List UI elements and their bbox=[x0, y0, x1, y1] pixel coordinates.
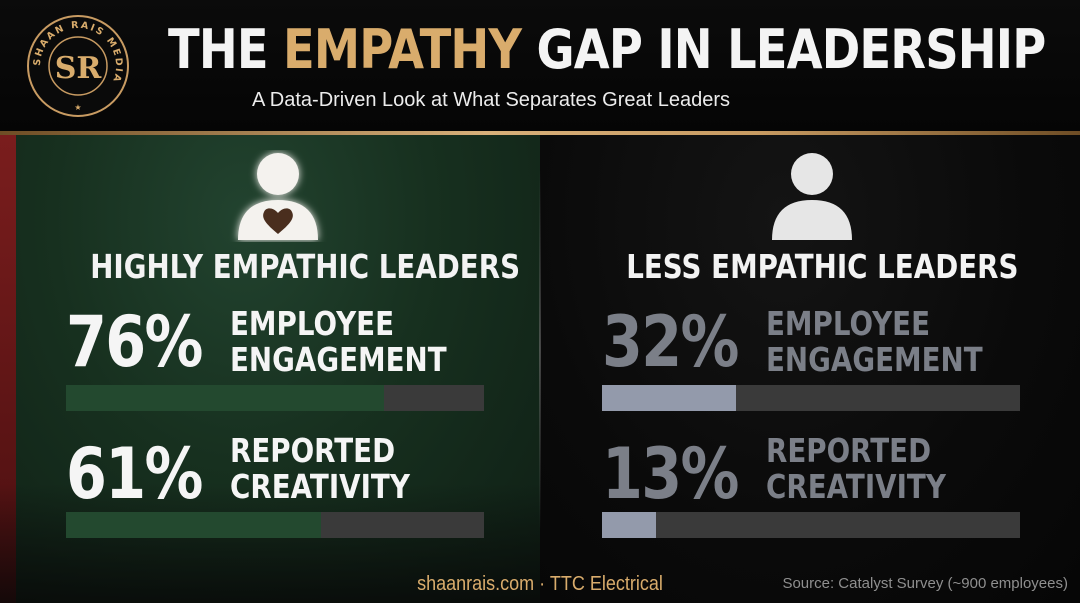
data-label-engagement: 32% bbox=[602, 301, 739, 383]
chart-title: LESS EMPATHIC LEADERS bbox=[626, 247, 1019, 286]
panel-divider bbox=[539, 170, 541, 530]
footer-credit: shaanrais.com · TTC Electrical bbox=[417, 573, 663, 595]
category-label-creativity: REPORTED CREATIVITY bbox=[766, 431, 946, 506]
data-label-engagement: 76% bbox=[66, 301, 203, 383]
bar-creativity bbox=[66, 512, 321, 538]
person-icon bbox=[762, 150, 862, 242]
data-label-creativity: 61% bbox=[66, 433, 203, 515]
title-suffix: GAP IN LEADERSHIP bbox=[521, 18, 1047, 81]
bar-track-creativity bbox=[602, 512, 1020, 538]
page-subtitle: A Data-Driven Look at What Separates Gre… bbox=[252, 89, 731, 111]
title-prefix: THE bbox=[168, 18, 283, 81]
category-label-engagement: EMPLOYEE ENGAGEMENT bbox=[766, 304, 983, 379]
header bbox=[0, 0, 1080, 131]
bar-track-engagement bbox=[602, 385, 1020, 411]
gold-divider bbox=[0, 131, 1080, 135]
svg-text:★: ★ bbox=[74, 103, 81, 112]
data-label-creativity: 13% bbox=[602, 433, 739, 515]
page-title: THE EMPATHY GAP IN LEADERSHIP bbox=[168, 18, 1046, 82]
bar-track-creativity bbox=[66, 512, 484, 538]
bar-engagement bbox=[602, 385, 736, 411]
footer-source: Source: Catalyst Survey (~900 employees) bbox=[782, 575, 1068, 592]
category-label-creativity: REPORTED CREATIVITY bbox=[230, 431, 410, 506]
logo-initials: SR bbox=[55, 51, 103, 86]
bar-engagement bbox=[66, 385, 384, 411]
bar-track-engagement bbox=[66, 385, 484, 411]
brand-logo: SHAAN RAIS MEDIA SR ★ bbox=[26, 14, 130, 118]
bar-creativity bbox=[602, 512, 657, 538]
chart-title: HIGHLY EMPATHIC LEADERS bbox=[90, 247, 521, 286]
category-label-engagement: EMPLOYEE ENGAGEMENT bbox=[230, 304, 447, 379]
person-with-heart-icon bbox=[228, 150, 328, 242]
title-accent: EMPATHY bbox=[282, 18, 522, 81]
